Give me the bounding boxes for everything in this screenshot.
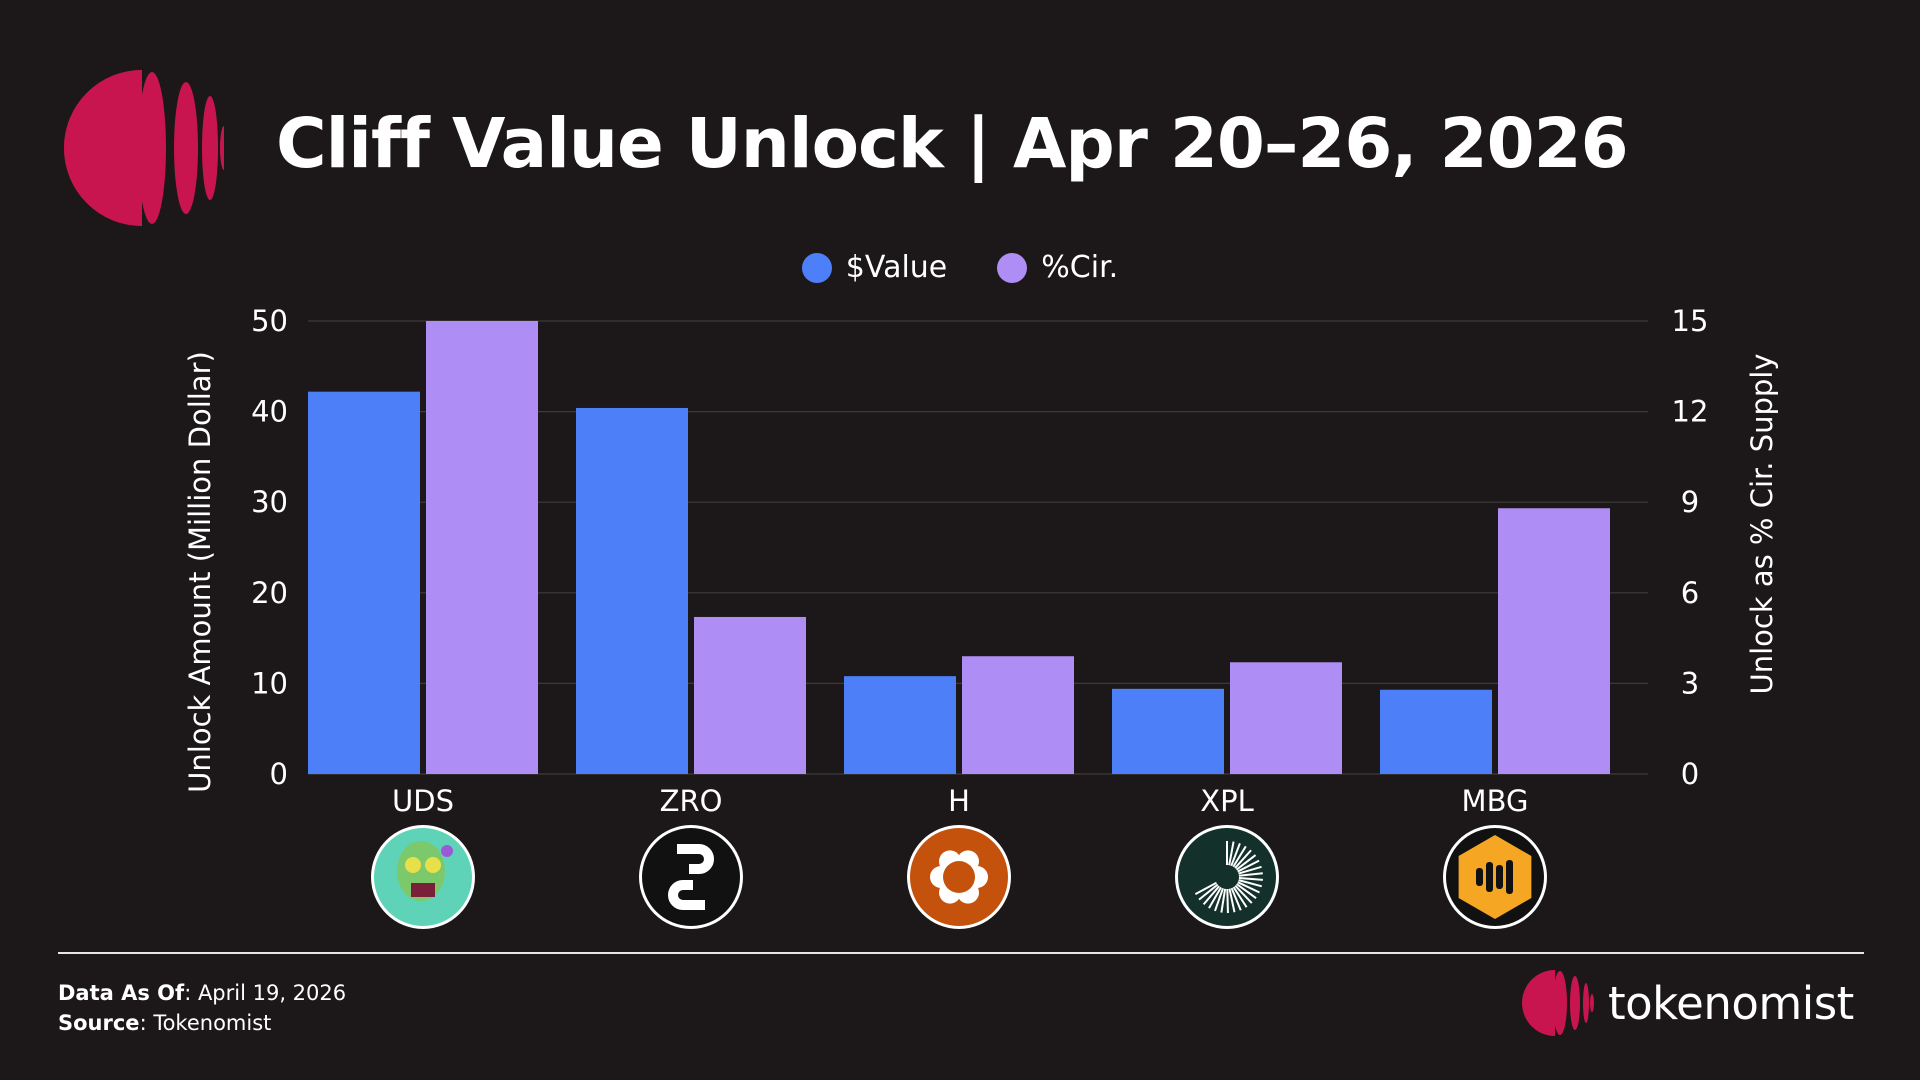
chart-title: Cliff Value Unlock | Apr 20–26, 2026	[276, 104, 1629, 184]
footer-divider	[58, 952, 1864, 954]
source-line: Source: Tokenomist	[58, 1008, 346, 1038]
data-as-of-value: : April 19, 2026	[184, 981, 347, 1005]
source-label: Source	[58, 1011, 140, 1035]
y-tick-label: 0	[270, 757, 288, 791]
legend-item-cir[interactable]: %Cir.	[997, 250, 1118, 285]
category-label: MBG	[1462, 784, 1529, 818]
bar-value-xpl[interactable]	[1112, 688, 1224, 774]
bar-value-zro[interactable]	[576, 407, 688, 774]
layerzero-icon	[639, 825, 743, 929]
y-tick-label: 10	[251, 666, 288, 700]
category-label: ZRO	[660, 784, 723, 818]
y-tick-label: 50	[251, 304, 288, 338]
brand-logo: tokenomist	[1522, 970, 1854, 1036]
y2-tick-label: 0	[1681, 757, 1699, 791]
brand-name: tokenomist	[1608, 976, 1854, 1030]
bar-value-mbg[interactable]	[1380, 689, 1492, 774]
bar-value-h[interactable]	[844, 676, 956, 774]
y-axis-title: Unlock Amount (Million Dollar)	[183, 351, 217, 793]
legend-label-value: $Value	[845, 250, 948, 285]
legend-label-cir: %Cir.	[1041, 250, 1119, 285]
y2-tick-label: 12	[1672, 395, 1709, 429]
bar-cir-xpl[interactable]	[1230, 662, 1342, 774]
data-as-of-line: Data As Of: April 19, 2026	[58, 978, 346, 1008]
legend-item-value[interactable]: $Value	[801, 250, 948, 285]
humanity-icon	[907, 825, 1011, 929]
y-tick-label: 20	[251, 576, 288, 610]
y2-tick-label: 3	[1681, 666, 1699, 700]
tokenomist-small-logo-icon	[1522, 970, 1594, 1036]
category-label: XPL	[1200, 784, 1254, 818]
mbg-icon	[1443, 825, 1547, 929]
footer-notes: Data As Of: April 19, 2026 Source: Token…	[58, 978, 346, 1038]
legend-swatch-cir	[997, 252, 1028, 283]
source-value: : Tokenomist	[139, 1011, 272, 1035]
y2-axis-title: Unlock as % Cir. Supply	[1745, 353, 1779, 694]
plasma-icon	[1175, 825, 1279, 929]
legend-swatch-value	[801, 252, 832, 283]
bar-cir-mbg[interactable]	[1498, 508, 1610, 774]
bar-cir-h[interactable]	[962, 656, 1074, 774]
category-label: H	[948, 784, 970, 818]
y2-tick-label: 6	[1681, 576, 1699, 610]
y2-tick-label: 9	[1681, 485, 1699, 519]
bar-cir-uds[interactable]	[426, 321, 538, 774]
bar-cir-zro[interactable]	[694, 616, 806, 774]
y-tick-label: 40	[251, 395, 288, 429]
legend: $Value %Cir.	[0, 250, 1920, 285]
zombie-icon	[371, 825, 475, 929]
data-as-of-label: Data As Of	[58, 981, 185, 1005]
y2-tick-label: 15	[1672, 304, 1709, 338]
tokenomist-logo-mark	[64, 70, 224, 226]
bar-value-uds[interactable]	[308, 391, 420, 774]
category-label: UDS	[392, 784, 454, 818]
y-tick-label: 30	[251, 485, 288, 519]
